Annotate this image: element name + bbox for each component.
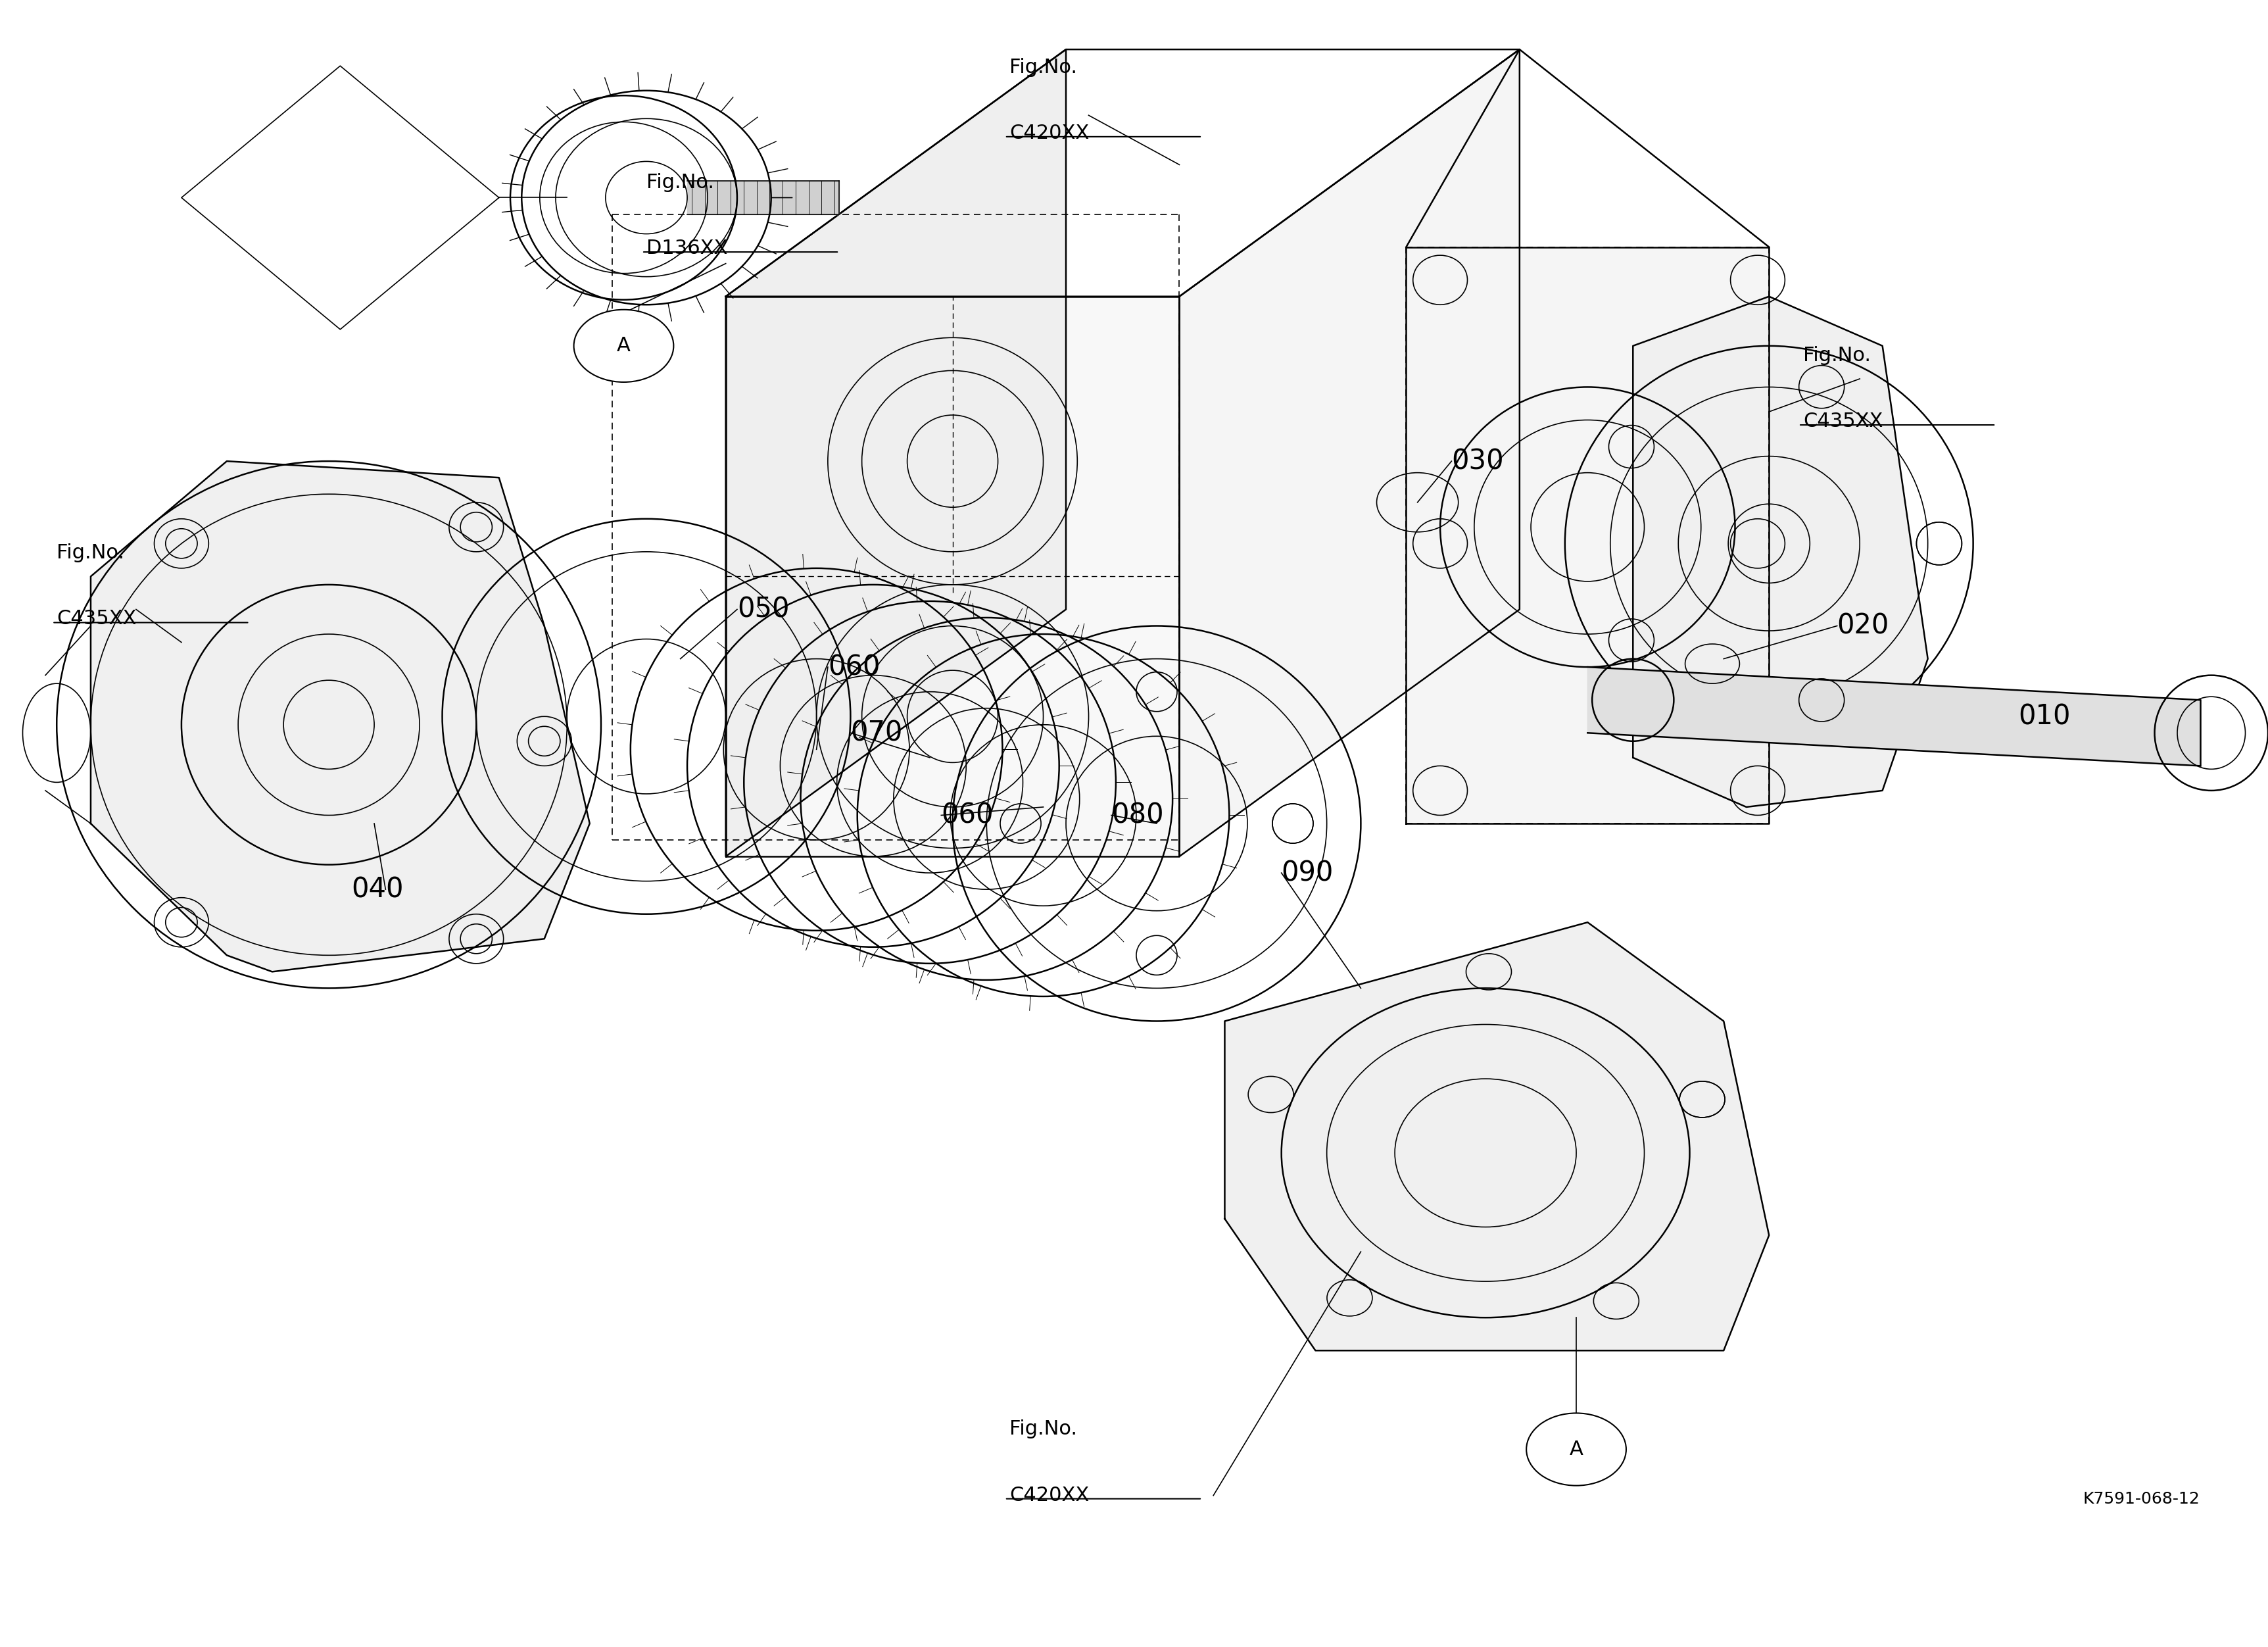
Polygon shape	[1588, 667, 2200, 766]
Circle shape	[1526, 1413, 1626, 1486]
Text: 060: 060	[941, 802, 993, 828]
Text: Fig.No.: Fig.No.	[646, 173, 714, 193]
Polygon shape	[1633, 296, 1928, 807]
Circle shape	[574, 310, 674, 382]
Text: A: A	[1569, 1439, 1583, 1459]
Text: Fig.No.: Fig.No.	[1803, 346, 1871, 366]
Text: 090: 090	[1281, 860, 1334, 886]
Polygon shape	[687, 181, 839, 214]
Text: 080: 080	[1111, 802, 1163, 828]
Text: 060: 060	[828, 654, 880, 680]
Text: Fig.No.: Fig.No.	[1009, 1420, 1077, 1439]
Text: C435XX: C435XX	[57, 609, 136, 629]
Polygon shape	[726, 49, 1066, 856]
Text: 010: 010	[2019, 703, 2071, 730]
Polygon shape	[1225, 922, 1769, 1351]
Text: 030: 030	[1452, 448, 1504, 474]
Text: A: A	[617, 336, 631, 356]
Text: C420XX: C420XX	[1009, 124, 1089, 143]
Text: 070: 070	[850, 720, 903, 746]
Polygon shape	[91, 461, 590, 972]
Text: Fig.No.: Fig.No.	[57, 544, 125, 563]
Text: K7591-068-12: K7591-068-12	[2082, 1491, 2200, 1507]
Polygon shape	[1179, 49, 1520, 856]
Text: 020: 020	[1837, 613, 1889, 639]
Text: D136XX: D136XX	[646, 239, 728, 259]
Polygon shape	[1406, 247, 1769, 823]
Text: 050: 050	[737, 596, 789, 623]
Text: 040: 040	[352, 876, 404, 903]
Text: C435XX: C435XX	[1803, 412, 1882, 432]
Text: Fig.No.: Fig.No.	[1009, 58, 1077, 77]
Polygon shape	[726, 49, 1520, 296]
Polygon shape	[726, 296, 1179, 856]
Text: C420XX: C420XX	[1009, 1486, 1089, 1505]
